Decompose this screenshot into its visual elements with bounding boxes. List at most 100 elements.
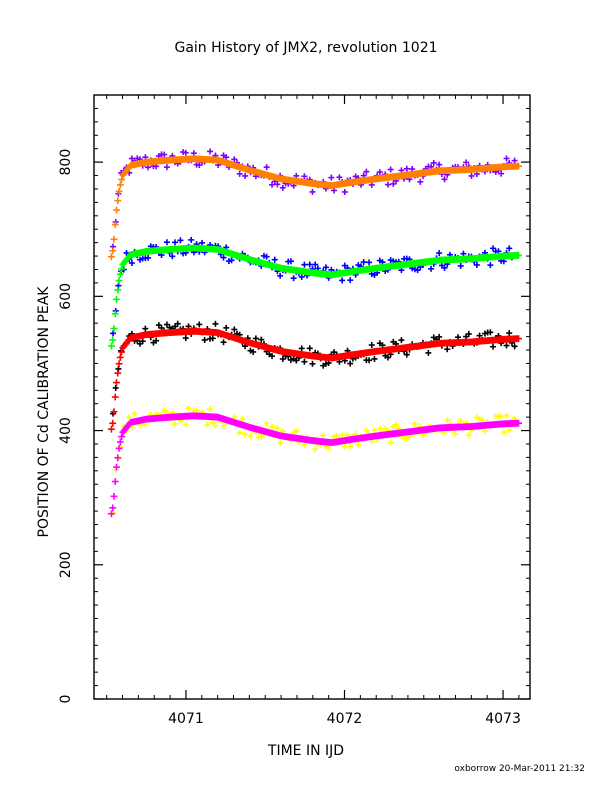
scatter-point — [479, 417, 486, 424]
scatter-point — [153, 337, 160, 344]
scatter-point — [360, 259, 367, 266]
scatter-point — [258, 336, 265, 343]
scatter-point — [306, 345, 313, 352]
scatter-point — [271, 256, 278, 263]
axis-ticks — [94, 95, 530, 700]
scatter-point — [511, 157, 518, 164]
scatter-point — [363, 168, 370, 175]
plot-frame — [93, 94, 531, 700]
scatter-point — [236, 429, 243, 436]
scatter-point — [503, 412, 510, 419]
scatter-point — [490, 343, 497, 350]
y-tick-label: 800 — [58, 149, 74, 176]
scatter-point — [355, 441, 362, 448]
scatter-point — [320, 432, 327, 439]
trend-point — [109, 247, 117, 255]
y-tick-label: 200 — [58, 551, 74, 578]
scatter-point — [185, 405, 192, 412]
scatter-point — [463, 159, 470, 166]
scatter-point — [220, 422, 227, 429]
scatter-point — [126, 414, 133, 421]
scatter-point — [231, 326, 238, 333]
scatter-point — [436, 250, 443, 257]
y-tick-label: 400 — [58, 417, 74, 444]
trend-point — [116, 181, 124, 189]
chart-title: Gain History of JMX2, revolution 1021 — [174, 40, 437, 56]
scatter-point — [490, 245, 497, 252]
scatter-point — [368, 342, 375, 349]
trend-point — [113, 379, 120, 386]
scatter-point — [207, 148, 214, 155]
trend-point — [114, 197, 122, 205]
scatter-point — [322, 264, 329, 271]
scatter-point — [298, 345, 305, 352]
scatter-point — [414, 267, 421, 274]
scatter-point — [506, 427, 513, 434]
scatter-point — [436, 161, 443, 168]
scatter-point — [172, 420, 179, 427]
scatter-point — [384, 354, 391, 361]
scatter-point — [376, 425, 383, 432]
scatter-point — [506, 330, 513, 337]
scatter-point — [290, 275, 297, 282]
scatter-point — [341, 188, 348, 195]
scatter-point — [172, 239, 179, 246]
scatter-point — [444, 416, 451, 423]
footer-credit: oxborrow 20-Mar-2011 21:32 — [454, 764, 585, 774]
scatter-point — [403, 165, 410, 172]
scatter-point — [220, 339, 227, 346]
trend-point — [116, 438, 124, 446]
trend-point — [108, 425, 115, 433]
scatter-point — [487, 329, 494, 336]
y-tick-label: 0 — [58, 695, 74, 704]
scatter-point — [269, 181, 276, 188]
scatter-point — [511, 343, 518, 350]
scatter-point — [298, 273, 305, 280]
scatter-point — [201, 336, 208, 343]
trend-point — [111, 393, 119, 401]
trend-point — [115, 444, 123, 452]
trend-point — [515, 335, 522, 343]
trend-point — [111, 221, 119, 228]
trend-point — [110, 408, 118, 416]
scatter-point — [384, 181, 391, 188]
x-tick-label: 4072 — [327, 711, 363, 727]
scatter-point — [498, 170, 505, 177]
scatter-point — [301, 441, 308, 448]
scatter-point — [279, 184, 286, 191]
scatter-point — [269, 423, 276, 430]
scatter-point — [182, 335, 189, 342]
scatter-point — [371, 426, 378, 433]
scatter-point — [263, 164, 270, 171]
scatter-point — [347, 360, 354, 367]
trend-point — [113, 295, 120, 303]
scatter-point — [325, 444, 332, 451]
scatter-point — [198, 239, 205, 246]
scatter-point — [312, 446, 319, 453]
scatter-point — [503, 342, 510, 349]
x-axis-label: TIME IN IJD — [267, 743, 344, 759]
trend-point — [111, 310, 119, 318]
scatter-point — [252, 335, 259, 342]
scatter-point — [425, 349, 432, 356]
scatter-point — [476, 332, 483, 339]
scatter-point — [212, 422, 219, 429]
scatter-point — [457, 262, 464, 269]
y-axis-label: POSITION OF Cd CALIBRATION PEAK — [36, 286, 52, 538]
scatter-point — [506, 245, 513, 252]
scatter-point — [333, 433, 340, 440]
scatter-point — [239, 416, 246, 423]
trend-point — [109, 336, 117, 344]
scatter-point — [468, 172, 475, 179]
scatter-point — [161, 151, 168, 158]
x-tick-labels: 4071 4072 4073 — [168, 711, 521, 727]
trend-point — [114, 369, 122, 377]
scatter-point — [212, 320, 219, 327]
scatter-point — [110, 330, 117, 337]
scatter-point — [336, 174, 343, 181]
scatter-point — [145, 254, 152, 261]
scatter-point — [263, 253, 270, 260]
scatter-point — [376, 169, 383, 176]
scatter-point — [204, 421, 211, 428]
scatter-point — [247, 432, 254, 439]
